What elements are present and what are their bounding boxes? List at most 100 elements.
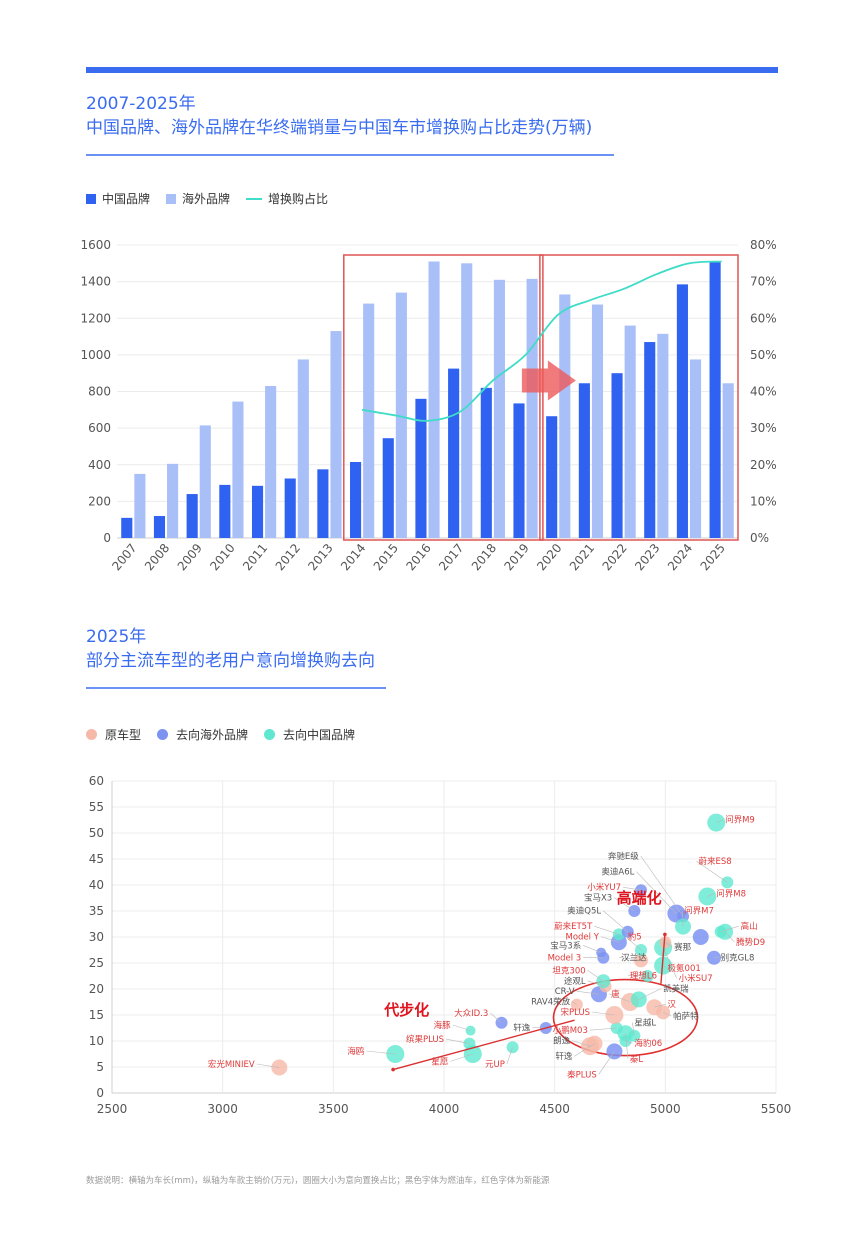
arrow-shift (521, 360, 576, 401)
bar-china (415, 398, 427, 538)
legend-item-to-overseas: 去向海外品牌 (157, 726, 248, 743)
upward-line-end (663, 932, 667, 937)
leader-line (608, 993, 631, 1003)
point-label: 帕萨特 (673, 1011, 699, 1022)
scatter-x-tick-label: 3500 (318, 1102, 349, 1116)
y2-tick-label: 30% (750, 421, 777, 435)
legend-label-overseas: 海外品牌 (182, 192, 231, 206)
trend-line-start (391, 1067, 395, 1072)
point-label: 小米YU7 (587, 882, 621, 893)
point-label: 小米SU7 (679, 973, 713, 984)
point-label: 海鸥 (347, 1046, 365, 1057)
y-tick-label: 0 (103, 531, 111, 545)
point-label: CR-V (555, 987, 575, 997)
point-label: 问界M8 (716, 889, 746, 899)
scatter-x-tick-label: 4500 (539, 1102, 570, 1116)
y-tick-label: 1600 (80, 238, 111, 252)
bar-china (251, 485, 264, 538)
bar-china (480, 387, 492, 538)
leader-line (724, 931, 735, 943)
point-label: 元UP (485, 1060, 505, 1070)
scatter-y-tick-label: 35 (89, 904, 104, 918)
leader-line (720, 925, 739, 933)
bar-overseas (363, 303, 375, 538)
scatter-point (495, 1016, 508, 1029)
chart2-title-underline (86, 687, 386, 689)
chart1-title-underline (86, 154, 614, 156)
bar-overseas (428, 261, 440, 538)
bar-overseas (591, 304, 604, 538)
bar-overseas (395, 292, 407, 538)
chart1-title-line2: 中国品牌、海外品牌在华终端销量与中国车市增换购占比走势(万辆) (86, 118, 593, 138)
point-label: 蔚来ET5T (554, 921, 593, 932)
y-tick-label: 200 (88, 494, 111, 508)
leader-line (662, 965, 666, 969)
bar-china (153, 516, 166, 538)
bar-overseas (624, 325, 636, 538)
y-tick-label: 400 (88, 458, 111, 472)
leader-line (625, 936, 642, 951)
chart1-legend: 中国品牌 海外品牌 增换购占比 (86, 190, 344, 207)
bar-overseas (199, 425, 211, 538)
y2-tick-label: 70% (750, 275, 777, 289)
point-label: 理想L6 (630, 971, 657, 982)
point-label: 轩逸 (513, 1023, 531, 1034)
scatter-y-tick-label: 0 (96, 1086, 104, 1100)
bar-overseas (134, 473, 146, 538)
point-label: Model 3 (548, 953, 582, 963)
leader-line (619, 957, 642, 961)
bar-china (448, 368, 460, 538)
point-label: 腾势D9 (736, 937, 765, 948)
point-label: 汉 (668, 1000, 677, 1010)
bar-china (382, 438, 394, 538)
legend-swatch-ratio (246, 197, 263, 200)
legend-item-to-china: 去向中国品牌 (264, 726, 355, 743)
scatter-y-tick-label: 60 (89, 774, 104, 788)
bar-overseas (493, 279, 505, 538)
leader-line (452, 1024, 471, 1031)
point-label: 大众ID.3 (454, 1008, 488, 1019)
y2-tick-label: 10% (750, 494, 777, 508)
leader-line (640, 855, 684, 917)
y-tick-label: 1400 (80, 275, 111, 289)
point-label: 极氪001 (668, 963, 701, 974)
point-label: RAV4荣放 (531, 997, 571, 1008)
scatter-y-tick-label: 30 (89, 930, 104, 944)
chart1-title-line1: 2007-2025年 (86, 94, 196, 114)
bar-china (709, 262, 721, 538)
point-label: 星愿 (431, 1057, 449, 1067)
leader-line (587, 970, 604, 982)
y2-tick-label: 50% (750, 348, 777, 362)
bar-china (578, 383, 590, 538)
leader-line (681, 910, 684, 927)
y-tick-label: 1200 (80, 311, 111, 325)
y-tick-label: 600 (88, 421, 111, 435)
legend-label-china: 中国品牌 (102, 192, 151, 206)
point-label: 海豚 (434, 1020, 452, 1031)
scatter-x-tick-label: 4000 (429, 1102, 460, 1116)
bar-china (611, 373, 623, 538)
scatter-x-tick-label: 5000 (650, 1102, 681, 1116)
point-label: 奥迪A6L (601, 867, 634, 878)
scatter-y-tick-label: 20 (89, 982, 104, 996)
leader-line (592, 1011, 615, 1016)
leader-line (716, 819, 724, 823)
top-accent-bar (86, 67, 778, 73)
leader-line (490, 1012, 502, 1024)
leader-line (632, 1022, 635, 1036)
point-label: 途观L (564, 976, 586, 987)
legend-dot-original (86, 729, 97, 740)
leader-line (576, 990, 599, 995)
bar-overseas (559, 294, 571, 538)
bar-china (219, 484, 231, 538)
bar-overseas (689, 359, 702, 538)
y2-tick-label: 80% (750, 238, 777, 252)
footnote: 数据说明：横轴为车长(mm)，纵轴为车款主销价(万元)，圆圈大小为意向置换占比；… (86, 1176, 550, 1186)
bar-overseas (265, 386, 277, 538)
ellipse-mainstream (552, 978, 699, 1057)
point-label: 别克GL8 (721, 953, 755, 963)
scatter-x-tick-label: 2500 (97, 1102, 128, 1116)
leader-line (589, 1027, 617, 1031)
scatter-annotation: 代步化 (383, 1001, 429, 1019)
leader-line (638, 988, 662, 1000)
